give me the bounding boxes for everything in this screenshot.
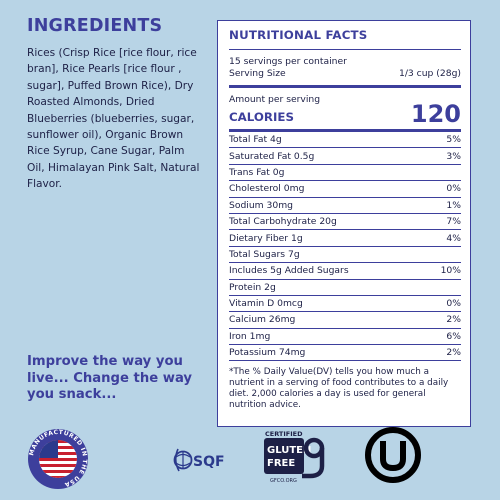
nutrient-daily-value: 2% [446, 347, 461, 359]
nutrient-label: Includes 5g Added Sugars [229, 265, 349, 277]
nutrient-label: Sodium 30mg [229, 199, 294, 211]
nutrient-label: Trans Fat 0g [229, 166, 285, 178]
calories-label: CALORIES [229, 110, 294, 124]
nutrient-label: Calcium 26mg [229, 314, 296, 326]
nutrient-daily-value: 1% [446, 199, 461, 211]
ingredients-title: INGREDIENTS [27, 16, 163, 36]
nutrient-label: Total Carbohydrate 20g [229, 216, 337, 228]
nutrient-row: Total Sugars 7g [229, 247, 461, 264]
nutrient-row: Protein 2g [229, 280, 461, 296]
nutrient-row: Potassium 74mg 2% [229, 345, 461, 362]
nutrient-daily-value: 4% [446, 232, 461, 244]
nutrient-label: Protein 2g [229, 281, 276, 293]
nutrient-daily-value: 0% [446, 298, 461, 310]
nutrient-row: Total Fat 4g 5% [229, 132, 461, 149]
nutrient-row: Includes 5g Added Sugars 10% [229, 263, 461, 280]
nutrient-row: Trans Fat 0g [229, 165, 461, 182]
nutrient-row: Cholesterol 0mg 0% [229, 181, 461, 198]
certification-badges: MANUFACTURED IN THE USA SQF CERTIFIED GL… [0, 422, 500, 492]
nutrition-title: NUTRITIONAL FACTS [229, 28, 461, 50]
daily-value-footnote: *The % Daily Value(DV) tells you how muc… [229, 367, 449, 411]
ingredients-section: INGREDIENTS Rices (Crisp Rice [rice flou… [27, 16, 205, 193]
nutrient-row: Calcium 26mg 2% [229, 312, 461, 329]
gf-line1: GLUTEN [267, 445, 311, 456]
nutrient-row: Dietary Fiber 1g 4% [229, 230, 461, 247]
serving-size-row: Serving Size 1/3 cup (28g) [229, 68, 461, 88]
nutrient-label: Saturated Fat 0.5g [229, 150, 315, 162]
nutrient-label: Dietary Fiber 1g [229, 232, 303, 244]
tagline: Improve the way you live... Change the w… [27, 354, 193, 402]
gf-certified: CERTIFIED [265, 430, 303, 438]
nutrition-facts-panel: NUTRITIONAL FACTS 15 servings per contai… [217, 20, 471, 427]
nutrient-row: Vitamin D 0mcg 0% [229, 296, 461, 313]
sqf-logo-icon: SQF [173, 444, 235, 476]
servings-per-container: 15 servings per container [229, 56, 347, 67]
nutrient-label: Total Sugars 7g [229, 248, 300, 260]
nutrient-label: Potassium 74mg [229, 347, 306, 359]
nutrient-row: Iron 1mg 6% [229, 329, 461, 346]
nutrient-label: Cholesterol 0mg [229, 183, 305, 195]
serving-size-value: 1/3 cup (28g) [398, 68, 461, 79]
nutrient-label: Vitamin D 0mcg [229, 298, 303, 310]
gf-site: GFCO.ORG [270, 478, 297, 484]
nutrient-daily-value: 3% [446, 150, 461, 162]
nutrient-label: Total Fat 4g [229, 134, 282, 146]
gf-line2: FREE [267, 458, 295, 469]
nutrient-row: Total Carbohydrate 20g 7% [229, 214, 461, 231]
ingredients-text: Rices (Crisp Rice [rice flour, rice bran… [27, 47, 200, 191]
amount-per-serving: Amount per serving [229, 94, 321, 105]
nutrient-row: Sodium 30mg 1% [229, 198, 461, 214]
nutrient-row: Saturated Fat 0.5g 3% [229, 148, 461, 165]
nutrient-daily-value: 10% [440, 265, 461, 277]
nutrient-label: Iron 1mg [229, 330, 271, 342]
usa-flag-icon: MANUFACTURED IN THE USA [27, 428, 89, 490]
nutrient-daily-value: 6% [446, 330, 461, 342]
sqf-text: SQF [193, 454, 225, 470]
gluten-free-icon: CERTIFIED GLUTEN FREE GFCO.ORG [262, 428, 326, 484]
nutrient-daily-value: 7% [446, 216, 461, 228]
nutrient-rows: Total Fat 4g 5% Saturated Fat 0.5g 3% Trans … [229, 132, 461, 362]
nutrient-daily-value: 5% [446, 134, 461, 146]
calories-row: CALORIES 120 [229, 102, 461, 132]
nutrient-daily-value: 0% [446, 183, 461, 195]
calories-value: 120 [410, 100, 461, 128]
nutrient-daily-value: 2% [446, 314, 461, 326]
kosher-ou-icon [364, 426, 422, 484]
serving-size-label: Serving Size [229, 68, 286, 79]
